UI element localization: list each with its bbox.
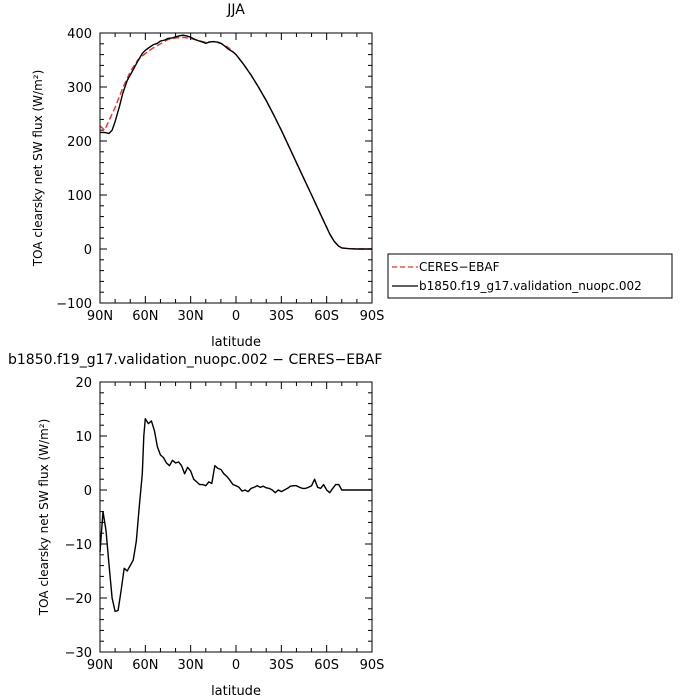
top-x-tick-label: 60N bbox=[132, 309, 158, 324]
legend-label-model: b1850.f19_g17.validation_nuopc.002 bbox=[419, 279, 642, 293]
top-x-axis-label: latitude bbox=[211, 335, 261, 350]
top-y-tick-labels: −100 0 100 200 300 400 bbox=[56, 27, 92, 312]
bottom-y-axis-label: TOA clearsky net SW flux (W/m²) bbox=[37, 419, 51, 617]
top-series-layer bbox=[99, 34, 372, 250]
top-chart-title: JJA bbox=[226, 2, 245, 18]
bottom-series-layer bbox=[99, 418, 372, 613]
top-x-tick-label: 90N bbox=[87, 309, 113, 324]
bottom-y-tick-label: 10 bbox=[75, 430, 92, 445]
top-y-tick-label: 400 bbox=[67, 27, 92, 42]
top-x-tick-label: 30N bbox=[178, 309, 204, 324]
bottom-x-tick-label: 90S bbox=[360, 658, 385, 673]
top-x-tick-label: 60S bbox=[314, 309, 339, 324]
bottom-x-tick-label: 0 bbox=[232, 658, 240, 673]
top-series-line-0 bbox=[99, 36, 372, 250]
bottom-y-tick-labels: −30 −20 −10 0 10 20 bbox=[65, 376, 92, 661]
top-y-tick-label: −100 bbox=[56, 297, 92, 312]
top-x-tick-labels: 90N 60N 30N 0 30S 60S 90S bbox=[87, 309, 385, 324]
bottom-y-tick-label: 20 bbox=[75, 376, 92, 391]
top-y-tick-label: 300 bbox=[67, 81, 92, 96]
bottom-x-tick-label: 90N bbox=[87, 658, 113, 673]
bottom-panel: b1850.f19_g17.validation_nuopc.002 − CER… bbox=[8, 352, 384, 699]
bottom-x-tick-label: 30S bbox=[269, 658, 294, 673]
bottom-plot-frame bbox=[99, 381, 373, 653]
bottom-y-tick-label: 0 bbox=[84, 484, 92, 499]
legend-box bbox=[387, 253, 673, 299]
top-y-tick-label: 0 bbox=[84, 243, 92, 258]
bottom-x-tick-label: 30N bbox=[178, 658, 204, 673]
bottom-y-tick-label: −30 bbox=[65, 646, 92, 661]
top-series-line-1 bbox=[100, 34, 372, 250]
bottom-series-line-0 bbox=[99, 418, 372, 613]
top-grid-and-ticks bbox=[99, 32, 373, 304]
top-y-tick-label: 200 bbox=[67, 135, 92, 150]
top-x-tick-label: 30S bbox=[269, 309, 294, 324]
bottom-chart-title: b1850.f19_g17.validation_nuopc.002 − CER… bbox=[8, 352, 382, 368]
bottom-y-tick-label: −10 bbox=[65, 538, 92, 553]
top-x-tick-label: 90S bbox=[360, 309, 385, 324]
bottom-x-tick-label: 60N bbox=[132, 658, 158, 673]
top-y-axis-label: TOA clearsky net SW flux (W/m²) bbox=[31, 70, 45, 268]
bottom-grid-and-ticks bbox=[99, 381, 373, 653]
bottom-y-tick-label: −20 bbox=[65, 592, 92, 607]
legend-label-ceres: CERES−EBAF bbox=[419, 260, 500, 274]
legend: CERES−EBAF b1850.f19_g17.validation_nuop… bbox=[387, 253, 673, 299]
bottom-x-tick-label: 60S bbox=[314, 658, 339, 673]
bottom-x-axis-label: latitude bbox=[211, 684, 261, 699]
top-plot-frame bbox=[99, 32, 373, 304]
bottom-x-tick-labels: 90N 60N 30N 0 30S 60S 90S bbox=[87, 658, 385, 673]
top-y-tick-label: 100 bbox=[67, 189, 92, 204]
top-x-tick-label: 0 bbox=[232, 309, 240, 324]
